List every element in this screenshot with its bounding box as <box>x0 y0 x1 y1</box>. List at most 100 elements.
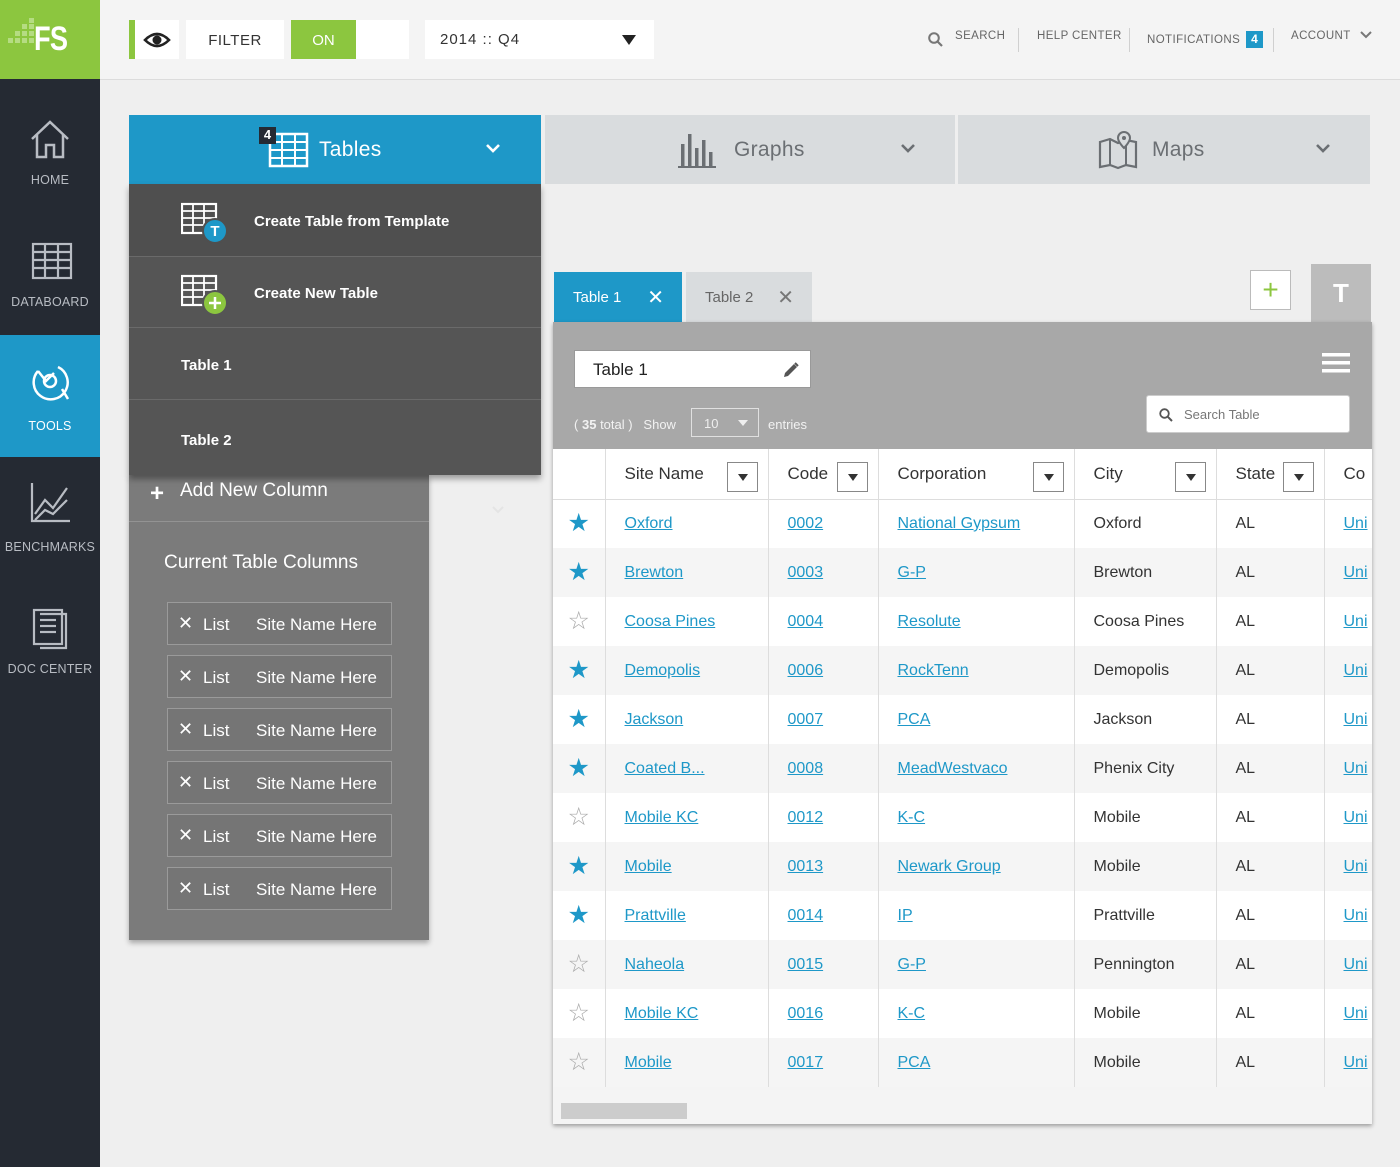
co-link[interactable]: Uni <box>1323 646 1372 695</box>
star-outline-icon[interactable]: ☆ <box>567 950 590 978</box>
corporation-link[interactable]: K-C <box>877 989 1074 1038</box>
tab-maps[interactable]: Maps <box>958 115 1370 184</box>
star-outline-icon[interactable]: ☆ <box>567 803 590 831</box>
filter-toggle[interactable]: ON <box>291 20 409 59</box>
site-name-link[interactable]: Mobile KC <box>604 793 768 842</box>
site-name-link[interactable]: Prattville <box>604 891 768 940</box>
star-filled-icon[interactable]: ★ <box>567 656 590 684</box>
header-city[interactable]: City <box>1073 449 1216 500</box>
corporation-link[interactable]: MeadWestvaco <box>877 744 1074 793</box>
column-menu-button[interactable] <box>1032 462 1064 492</box>
menu-create-new-table[interactable]: Create New Table <box>129 257 541 328</box>
co-link[interactable]: Uni <box>1323 989 1372 1038</box>
code-link[interactable]: 0012 <box>767 793 878 842</box>
site-name-link[interactable]: Demopolis <box>604 646 768 695</box>
column-chip[interactable]: ✕ List Site Name Here <box>167 708 392 751</box>
co-link[interactable]: Uni <box>1323 891 1372 940</box>
menu-table-1[interactable]: Table 1 <box>129 328 541 400</box>
corporation-link[interactable]: National Gypsum <box>877 499 1074 548</box>
scrollbar-thumb[interactable] <box>561 1103 687 1119</box>
add-column-button[interactable]: + Add New Column <box>129 475 429 522</box>
column-chip[interactable]: ✕ List Site Name Here <box>167 867 392 910</box>
column-chip[interactable]: ✕ List Site Name Here <box>167 602 392 645</box>
site-name-link[interactable]: Mobile <box>604 842 768 891</box>
close-icon[interactable]: ✕ <box>777 287 794 309</box>
remove-column-icon[interactable]: ✕ <box>178 878 194 898</box>
entries-select[interactable]: 10 <box>691 408 759 437</box>
menu-create-from-template[interactable]: T Create Table from Template <box>129 184 541 257</box>
corporation-link[interactable]: PCA <box>877 1038 1074 1087</box>
column-chip[interactable]: ✕ List Site Name Here <box>167 814 392 857</box>
remove-column-icon[interactable]: ✕ <box>178 613 194 633</box>
corporation-link[interactable]: G-P <box>877 940 1074 989</box>
star-filled-icon[interactable]: ★ <box>567 509 590 538</box>
co-link[interactable]: Uni <box>1323 597 1372 646</box>
corporation-link[interactable]: Newark Group <box>877 842 1074 891</box>
text-tool-button[interactable]: T <box>1311 264 1371 322</box>
help-center-link[interactable]: HELP CENTER <box>1037 30 1122 42</box>
filter-label[interactable]: FILTER <box>186 20 284 59</box>
menu-icon[interactable] <box>1322 353 1350 373</box>
code-link[interactable]: 0007 <box>767 695 878 744</box>
column-menu-button[interactable] <box>1282 462 1314 492</box>
header-corporation[interactable]: Corporation <box>877 449 1074 500</box>
tab-tables[interactable]: 4 Tables <box>129 115 541 184</box>
co-link[interactable]: Uni <box>1323 842 1372 891</box>
account-menu[interactable]: ACCOUNT <box>1291 30 1372 42</box>
corporation-link[interactable]: K-C <box>877 793 1074 842</box>
tab-graphs[interactable]: Graphs <box>545 115 955 184</box>
pencil-icon[interactable] <box>782 361 800 379</box>
code-link[interactable]: 0014 <box>767 891 878 940</box>
close-icon[interactable]: ✕ <box>647 287 664 309</box>
column-menu-button[interactable] <box>836 462 868 492</box>
search-table-input[interactable]: Search Table <box>1146 395 1350 433</box>
corporation-link[interactable]: PCA <box>877 695 1074 744</box>
add-table-button[interactable]: + <box>1250 270 1291 310</box>
star-outline-icon[interactable]: ☆ <box>567 607 590 635</box>
star-outline-icon[interactable]: ☆ <box>567 1048 590 1076</box>
site-name-link[interactable]: Naheola <box>604 940 768 989</box>
column-chip[interactable]: ✕ List Site Name Here <box>167 655 392 698</box>
search-link[interactable]: SEARCH <box>955 30 1006 42</box>
column-menu-button[interactable] <box>1174 462 1206 492</box>
remove-column-icon[interactable]: ✕ <box>178 825 194 845</box>
site-name-link[interactable]: Brewton <box>604 548 768 597</box>
code-link[interactable]: 0017 <box>767 1038 878 1087</box>
star-filled-icon[interactable]: ★ <box>567 852 590 880</box>
nav-tools[interactable]: TOOLS <box>0 335 100 457</box>
remove-column-icon[interactable]: ✕ <box>178 772 194 792</box>
corporation-link[interactable]: IP <box>877 891 1074 940</box>
star-filled-icon[interactable]: ★ <box>567 705 590 733</box>
menu-table-2[interactable]: Table 2 <box>129 400 541 475</box>
co-link[interactable]: Uni <box>1323 695 1372 744</box>
co-link[interactable]: Uni <box>1323 1038 1372 1087</box>
corporation-link[interactable]: G-P <box>877 548 1074 597</box>
corporation-link[interactable]: Resolute <box>877 597 1074 646</box>
site-name-link[interactable]: Coosa Pines <box>604 597 768 646</box>
horizontal-scrollbar[interactable] <box>553 1097 1372 1124</box>
code-link[interactable]: 0003 <box>767 548 878 597</box>
nav-home[interactable]: HOME <box>0 79 100 201</box>
co-link[interactable]: Uni <box>1323 793 1372 842</box>
site-name-link[interactable]: Mobile <box>604 1038 768 1087</box>
visibility-toggle[interactable] <box>129 20 179 59</box>
header-state[interactable]: State <box>1215 449 1324 500</box>
table-tab-1[interactable]: Table 1 ✕ <box>554 272 682 322</box>
site-name-link[interactable]: Coated B... <box>604 744 768 793</box>
period-select[interactable]: 2014 :: Q4 <box>425 20 654 59</box>
star-filled-icon[interactable]: ★ <box>567 901 590 929</box>
search-icon[interactable] <box>928 32 943 47</box>
logo[interactable]: FS <box>0 0 100 79</box>
header-code[interactable]: Code <box>767 449 878 500</box>
star-filled-icon[interactable]: ★ <box>567 754 590 782</box>
notifications-link[interactable]: NOTIFICATIONS 4 <box>1147 31 1264 48</box>
co-link[interactable]: Uni <box>1323 744 1372 793</box>
code-link[interactable]: 0006 <box>767 646 878 695</box>
header-site-name[interactable]: Site Name <box>604 449 768 500</box>
remove-column-icon[interactable]: ✕ <box>178 719 194 739</box>
code-link[interactable]: 0016 <box>767 989 878 1038</box>
column-menu-button[interactable] <box>726 462 758 492</box>
star-outline-icon[interactable]: ☆ <box>567 999 590 1027</box>
nav-benchmarks[interactable]: BENCHMARKS <box>0 458 100 580</box>
co-link[interactable]: Uni <box>1323 940 1372 989</box>
